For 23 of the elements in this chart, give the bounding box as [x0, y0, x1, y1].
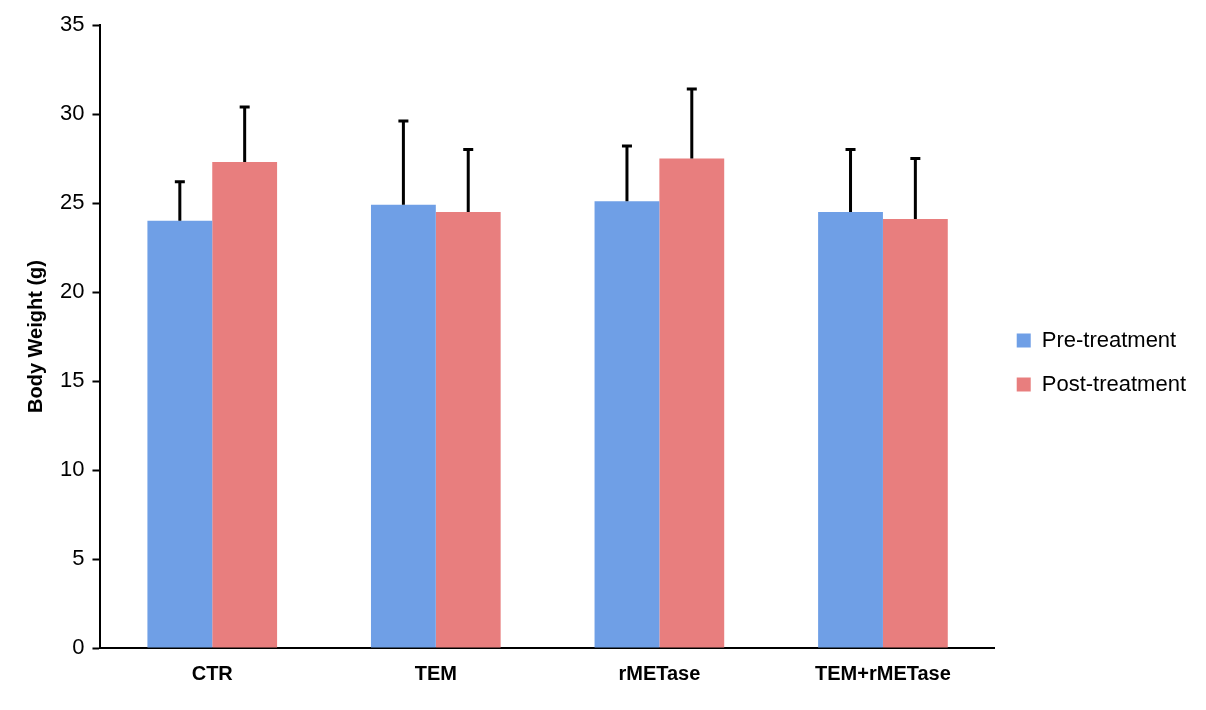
legend-label: Pre-treatment: [1041, 326, 1177, 352]
y-tick-label: 30: [59, 100, 85, 126]
bar: [882, 219, 948, 648]
y-tick-label: 25: [59, 189, 85, 215]
bar: [435, 211, 501, 648]
x-tick-label: TEM+rMETase: [815, 661, 951, 684]
bar: [594, 201, 660, 648]
y-tick-label: 35: [59, 11, 85, 37]
y-tick-label: 15: [59, 367, 85, 393]
bar: [659, 158, 725, 648]
x-tick-label: rMETase: [618, 661, 701, 684]
bar: [370, 204, 436, 648]
x-tick-label: TEM: [414, 661, 457, 684]
y-tick-label: 5: [72, 545, 85, 571]
y-tick-label: 0: [72, 634, 85, 660]
bar: [212, 162, 278, 648]
y-tick-label: 20: [59, 278, 85, 304]
y-tick-label: 10: [59, 456, 85, 482]
y-axis-title: Body Weight (g): [23, 260, 46, 413]
legend-label: Post-treatment: [1041, 370, 1186, 396]
bar: [818, 211, 883, 648]
x-tick-label: CTR: [191, 661, 234, 684]
bar: [147, 220, 213, 648]
